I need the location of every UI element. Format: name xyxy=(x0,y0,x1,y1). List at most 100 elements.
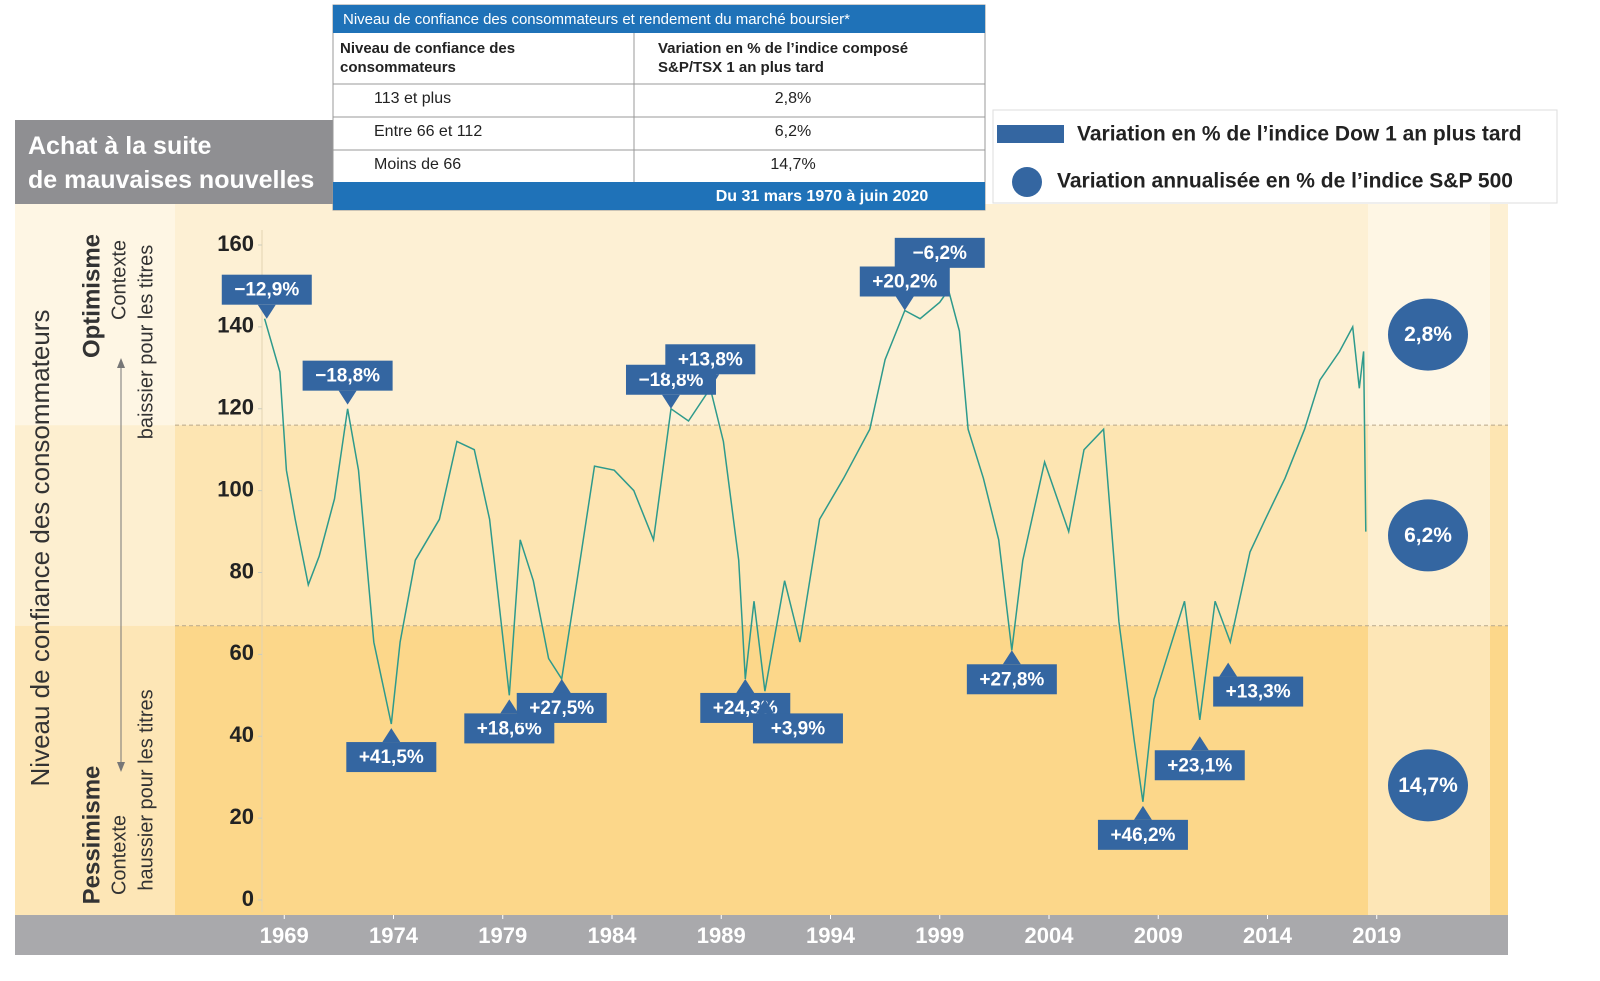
callout-label: −12,9% xyxy=(234,280,299,301)
callout-label: +41,5% xyxy=(359,747,424,768)
callout-pointer xyxy=(257,304,276,319)
band xyxy=(1490,625,1508,915)
legend-swatch xyxy=(1012,167,1042,197)
annualized-label: 6,2% xyxy=(1404,524,1452,547)
table-title-bar xyxy=(333,5,985,33)
y-tick-label: 100 xyxy=(217,476,254,501)
callout-label: +23,1% xyxy=(1167,755,1232,776)
header-line: Variation en % de l’indice composé xyxy=(658,40,908,57)
header-line: consommateurs xyxy=(340,59,456,76)
band xyxy=(15,204,175,426)
x-tick-label: 2019 xyxy=(1352,923,1401,948)
callout-pointer xyxy=(1219,662,1238,677)
callout-box xyxy=(894,237,985,268)
callout: +3,9% xyxy=(752,699,843,744)
y-tick-label: 80 xyxy=(230,558,254,583)
callout-pointer xyxy=(930,267,949,282)
title-line: de mauvaises nouvelles xyxy=(28,166,314,194)
callout: +23,1% xyxy=(1154,736,1245,781)
table-header: Niveau de confiance des consommateurs xyxy=(340,40,515,76)
legend-label: Variation en % de l’indice Dow 1 an plus… xyxy=(1077,123,1522,146)
band xyxy=(1490,204,1508,426)
callout-box xyxy=(1154,750,1245,781)
callout-label: +13,3% xyxy=(1226,682,1291,703)
callout-pointer xyxy=(552,678,571,693)
callout-pointer xyxy=(661,394,680,409)
callout-pointer xyxy=(1133,805,1152,820)
annualized-circle xyxy=(1388,298,1468,371)
callout-box xyxy=(221,274,312,305)
callout-box xyxy=(966,664,1057,695)
legend-swatch xyxy=(997,125,1064,143)
y-axis-title: Niveau de confiance des consommateurs xyxy=(25,310,55,787)
callout: +27,8% xyxy=(966,650,1057,695)
callout: +27,5% xyxy=(516,678,607,723)
x-tick-label: 1984 xyxy=(588,923,638,948)
title-box xyxy=(15,120,333,204)
band xyxy=(175,425,1368,626)
callout-pointer xyxy=(895,296,914,311)
callout-label: +3,9% xyxy=(771,718,826,739)
table-cell: Moins de 66 xyxy=(374,156,461,173)
band xyxy=(15,625,175,915)
callout-pointer xyxy=(1190,736,1209,751)
annualized-label: 14,7% xyxy=(1398,774,1458,797)
callout-label: +46,2% xyxy=(1110,825,1175,846)
table-cell: Entre 66 et 112 xyxy=(374,123,482,140)
callout-pointer xyxy=(1002,650,1021,665)
callout-box xyxy=(302,360,393,391)
callout-box xyxy=(752,713,843,744)
band xyxy=(15,425,175,626)
callout-pointer xyxy=(382,728,401,743)
callout-pointer xyxy=(755,699,774,714)
x-tick-label: 1989 xyxy=(697,923,746,948)
table-cell: 113 et plus xyxy=(374,90,451,107)
table-title: Niveau de confiance des consommateurs et… xyxy=(343,11,850,28)
callout-box xyxy=(1097,819,1188,850)
callout-label: −18,8% xyxy=(638,370,703,391)
table-cell: 2,8% xyxy=(775,90,811,107)
band xyxy=(1490,425,1508,626)
callout-pointer xyxy=(338,390,357,405)
callout: +46,2% xyxy=(1097,805,1188,850)
callout-pointer xyxy=(500,699,519,714)
callout-label: +27,5% xyxy=(529,698,594,719)
side-label: baissier pour les titres xyxy=(135,245,157,440)
callout: −12,9% xyxy=(221,274,312,319)
y-tick-label: 140 xyxy=(217,313,254,338)
table-footer-bar xyxy=(333,182,985,210)
y-tick-label: 20 xyxy=(230,804,254,829)
callout-label: +13,8% xyxy=(678,349,743,370)
x-tick-label: 1974 xyxy=(369,923,419,948)
callout-box xyxy=(665,344,756,375)
y-tick-label: 40 xyxy=(230,722,254,747)
callout-label: +18,6% xyxy=(477,718,542,739)
annualized-label: 2,8% xyxy=(1404,323,1452,346)
x-tick-label: 2014 xyxy=(1243,923,1293,948)
callout: +41,5% xyxy=(346,728,437,773)
callout: −6,2% xyxy=(894,237,985,282)
annualized-circle xyxy=(1388,499,1468,572)
x-tick-label: 1969 xyxy=(260,923,309,948)
table-footer: Du 31 mars 1970 à juin 2020 xyxy=(716,188,929,205)
callout: −18,8% xyxy=(302,360,393,405)
callout-label: +27,8% xyxy=(979,669,1044,690)
y-tick-label: 120 xyxy=(217,395,254,420)
callout-box xyxy=(346,742,437,773)
table-cell: 14,7% xyxy=(770,156,815,173)
callout-label: −6,2% xyxy=(913,243,968,264)
callout-pointer xyxy=(701,374,720,389)
legend-box xyxy=(992,109,1558,204)
callout: +13,3% xyxy=(1213,662,1304,707)
y-tick-label: 60 xyxy=(230,640,254,665)
annualized-circle xyxy=(1388,749,1468,822)
callout-box xyxy=(516,692,607,723)
side-label: Optimisme xyxy=(78,234,105,358)
table-bg xyxy=(332,4,986,211)
callout: +20,2% xyxy=(859,266,950,311)
confidence-line xyxy=(263,288,1367,802)
callout-label: −18,8% xyxy=(315,366,380,387)
table-cell: 6,2% xyxy=(775,123,811,140)
callout: +13,8% xyxy=(665,344,756,389)
